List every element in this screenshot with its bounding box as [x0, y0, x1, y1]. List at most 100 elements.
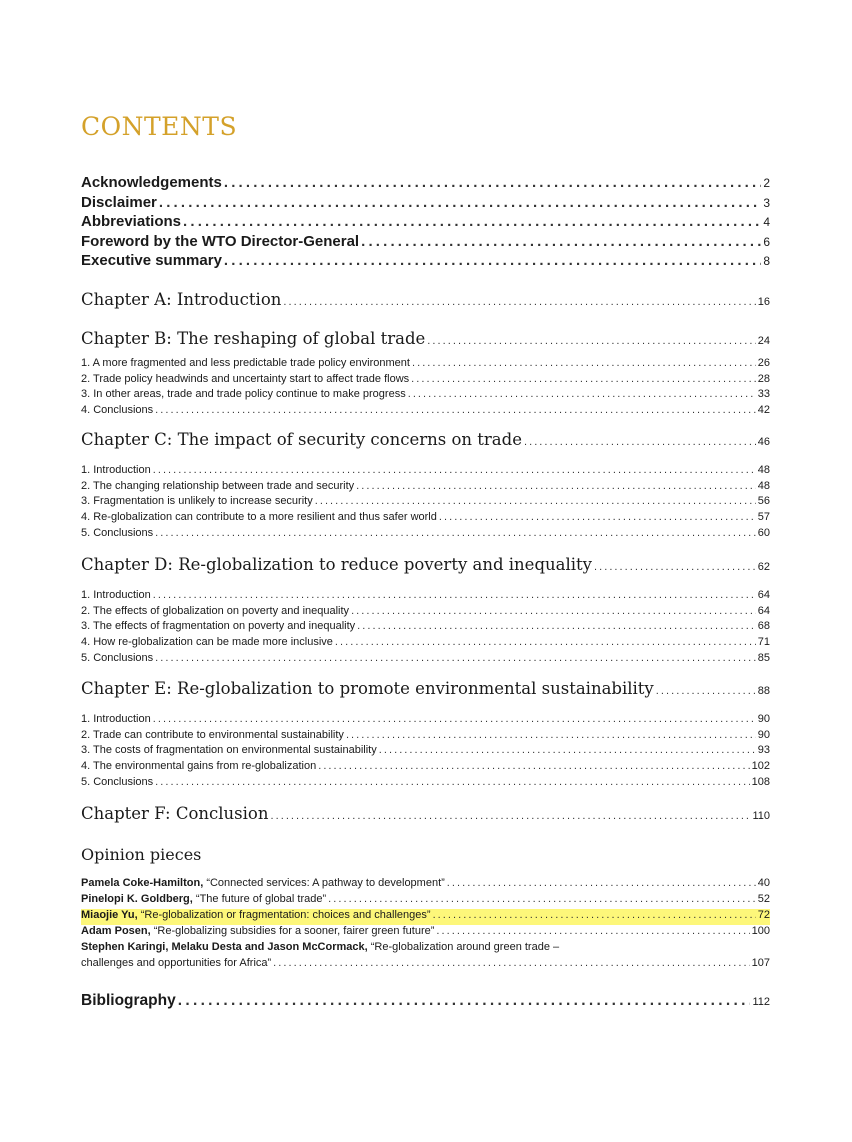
page-number: 52 — [757, 893, 770, 905]
page-number: 64 — [757, 589, 770, 601]
toc-entry[interactable]: Executive summary 8 — [81, 252, 770, 272]
dot-leader — [315, 495, 756, 507]
toc-entry-label: Executive summary — [81, 252, 222, 270]
opinion-entry[interactable]: Miaojie Yu, “Re-globalization or fragmen… — [81, 909, 770, 925]
page-number: 72 — [757, 909, 770, 921]
dot-leader — [346, 729, 756, 741]
chapter-section: Chapter F: Conclusion 110 — [81, 804, 770, 826]
opinion-author: Pinelopi K. Goldberg, — [81, 893, 193, 905]
opinion-title: “Re-globalizing subsidies for a sooner, … — [153, 925, 435, 937]
section-entry[interactable]: 4. The environmental gains from re-globa… — [81, 760, 770, 776]
toc-entry[interactable]: Abbreviations 4 — [81, 213, 770, 233]
page-number: 64 — [757, 604, 770, 617]
opinion-entry[interactable]: Stephen Karingi, Melaku Desta and Jason … — [81, 941, 770, 973]
dot-leader — [411, 373, 756, 385]
chapter-heading[interactable]: Chapter E: Re-globalization to promote e… — [81, 679, 770, 701]
chapter-heading[interactable]: Chapter B: The reshaping of global trade… — [81, 329, 770, 351]
dot-leader — [155, 404, 756, 416]
page-number: 62 — [757, 561, 770, 573]
dot-leader — [408, 388, 756, 400]
opinion-title-cont[interactable]: challenges and opportunities for Africa”… — [81, 957, 770, 973]
page-number: 4 — [763, 215, 770, 230]
dot-leader — [153, 713, 756, 725]
section-entry[interactable]: 4. Re-globalization can contribute to a … — [81, 511, 770, 527]
page-number: 33 — [757, 388, 770, 401]
chapter-heading[interactable]: Chapter D: Re-globalization to reduce po… — [81, 555, 770, 577]
section-entry[interactable]: 1. Introduction 90 — [81, 713, 770, 729]
chapter-heading-label: Chapter F: Conclusion — [81, 804, 269, 823]
dot-leader — [594, 561, 756, 573]
dot-leader — [270, 810, 750, 822]
opinion-entry[interactable]: Adam Posen, “Re-globalizing subsidies fo… — [81, 925, 770, 941]
dot-leader — [433, 909, 756, 921]
section-entry-label: 4. Re-globalization can contribute to a … — [81, 511, 437, 524]
section-entry[interactable]: 1. A more fragmented and less predictabl… — [81, 357, 770, 373]
page-number: 16 — [757, 296, 770, 308]
toc-entry-label: Disclaimer — [81, 193, 157, 211]
section-list: 1. Introduction 90 2. Trade can contribute… — [81, 713, 770, 791]
section-entry-label: 4. How re-globalization can be made more… — [81, 636, 333, 649]
toc-entry-label: Foreword by the WTO Director-General — [81, 232, 360, 250]
dot-leader — [153, 589, 756, 601]
dot-leader — [224, 252, 761, 269]
chapter-section: Chapter C: The impact of security concer… — [81, 430, 770, 542]
section-entry-label: 2. The changing relationship between tra… — [81, 479, 355, 492]
section-entry-label: 3. The effects of fragmentation on pover… — [81, 620, 356, 633]
page-number: 88 — [757, 685, 770, 697]
chapter-section: Chapter A: Introduction 16 — [81, 290, 770, 312]
chapter-heading[interactable]: Chapter C: The impact of security concer… — [81, 430, 770, 452]
toc-entry[interactable]: Foreword by the WTO Director-General 6 — [81, 233, 770, 253]
opinion-author: Adam Posen, — [81, 925, 151, 937]
opinion-title: “Connected services: A pathway to develo… — [206, 877, 445, 889]
dot-leader — [356, 480, 756, 492]
section-entry[interactable]: 3. Fragmentation is unlikely to increase… — [81, 495, 770, 511]
section-entry[interactable]: 2. Trade can contribute to environmental… — [81, 729, 770, 745]
section-entry[interactable]: 2. The effects of globalization on pover… — [81, 605, 770, 621]
page-number: 110 — [752, 810, 770, 822]
section-entry[interactable]: 2. The changing relationship between tra… — [81, 480, 770, 496]
page-number: 102 — [751, 760, 770, 773]
toc-entry[interactable]: Acknowledgements 2 — [81, 174, 770, 194]
section-entry-label: 2. The effects of globalization on pover… — [81, 604, 350, 617]
section-entry[interactable]: 4. Conclusions 42 — [81, 404, 770, 420]
section-entry[interactable]: 2. Trade policy headwinds and uncertaint… — [81, 373, 770, 389]
dot-leader — [656, 685, 756, 697]
toc-entry-label: Abbreviations — [81, 213, 182, 231]
opinion-label: Pinelopi K. Goldberg, “The future of glo… — [81, 893, 326, 905]
section-entry[interactable]: 5. Conclusions 60 — [81, 527, 770, 543]
page-number: 42 — [757, 404, 770, 417]
opinion-label: Miaojie Yu, “Re-globalization or fragmen… — [81, 909, 431, 921]
section-entry-label: 3. Fragmentation is unlikely to increase… — [81, 495, 313, 508]
page-number: 93 — [757, 744, 770, 757]
bibliography-label: Bibliography — [81, 992, 176, 1009]
dot-leader — [178, 992, 751, 1010]
section-entry[interactable]: 3. In other areas, trade and trade polic… — [81, 388, 770, 404]
section-entry[interactable]: 1. Introduction 64 — [81, 589, 770, 605]
opinion-title: “Re-globalization or fragmentation: choi… — [140, 909, 431, 921]
dot-leader — [153, 464, 756, 476]
opinion-entry[interactable]: Pinelopi K. Goldberg, “The future of glo… — [81, 893, 770, 909]
section-entry[interactable]: 5. Conclusions 85 — [81, 652, 770, 668]
dot-leader — [283, 296, 755, 308]
section-entry[interactable]: 3. The effects of fragmentation on pover… — [81, 620, 770, 636]
page-number: 28 — [757, 372, 770, 385]
opinion-list: Pamela Coke-Hamilton, “Connected service… — [81, 877, 770, 973]
bibliography-entry[interactable]: Bibliography 112 — [81, 992, 770, 1010]
dot-leader — [427, 335, 755, 347]
chapter-heading[interactable]: Chapter F: Conclusion 110 — [81, 804, 770, 826]
section-entry[interactable]: 1. Introduction 48 — [81, 464, 770, 480]
toc-entry[interactable]: Disclaimer 3 — [81, 194, 770, 214]
section-entry[interactable]: 3. The costs of fragmentation on environ… — [81, 744, 770, 760]
chapter-heading[interactable]: Chapter A: Introduction 16 — [81, 290, 770, 312]
dot-leader — [357, 620, 756, 632]
section-entry-label: 3. The costs of fragmentation on environ… — [81, 744, 377, 757]
chapter-heading-label: Chapter B: The reshaping of global trade — [81, 329, 426, 348]
section-entry-label: 2. Trade policy headwinds and uncertaint… — [81, 372, 410, 385]
section-entry[interactable]: 4. How re-globalization can be made more… — [81, 636, 770, 652]
section-entry[interactable]: 5. Conclusions 108 — [81, 776, 770, 792]
opinion-label: Adam Posen, “Re-globalizing subsidies fo… — [81, 925, 434, 937]
chapter-section: Chapter E: Re-globalization to promote e… — [81, 679, 770, 791]
section-entry-label: 3. In other areas, trade and trade polic… — [81, 388, 406, 401]
dot-leader — [361, 233, 761, 250]
opinion-entry[interactable]: Pamela Coke-Hamilton, “Connected service… — [81, 877, 770, 893]
